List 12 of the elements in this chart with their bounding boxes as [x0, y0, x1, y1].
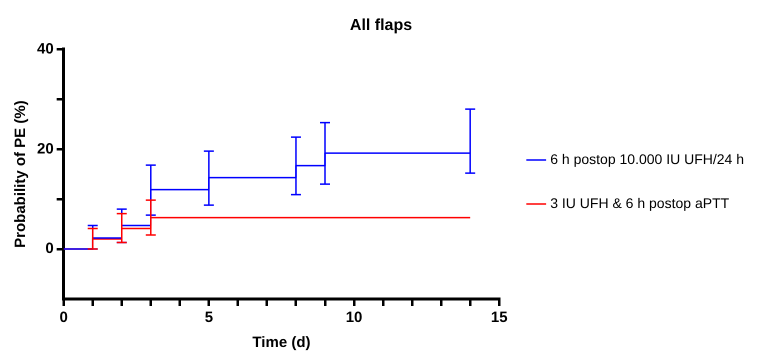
x-tick-label: 15 [490, 309, 508, 326]
y-axis-title: Probability of PE (%) [12, 100, 30, 248]
legend-label: 3 IU UFH & 6 h postop aPTT [550, 194, 730, 211]
x-tick-label: 5 [204, 309, 214, 326]
y-tick-label: 0 [45, 240, 54, 258]
y-tick-label: 20 [36, 140, 54, 158]
legend-label: 6 h postop 10.000 IU UFH/24 h [550, 150, 744, 167]
y-tick-label: 40 [36, 40, 54, 58]
x-axis-title: Time (d) [252, 334, 310, 352]
x-tick-label: 10 [346, 309, 362, 326]
chart-title: All flaps [350, 17, 412, 34]
x-tick-label: 0 [60, 309, 68, 326]
